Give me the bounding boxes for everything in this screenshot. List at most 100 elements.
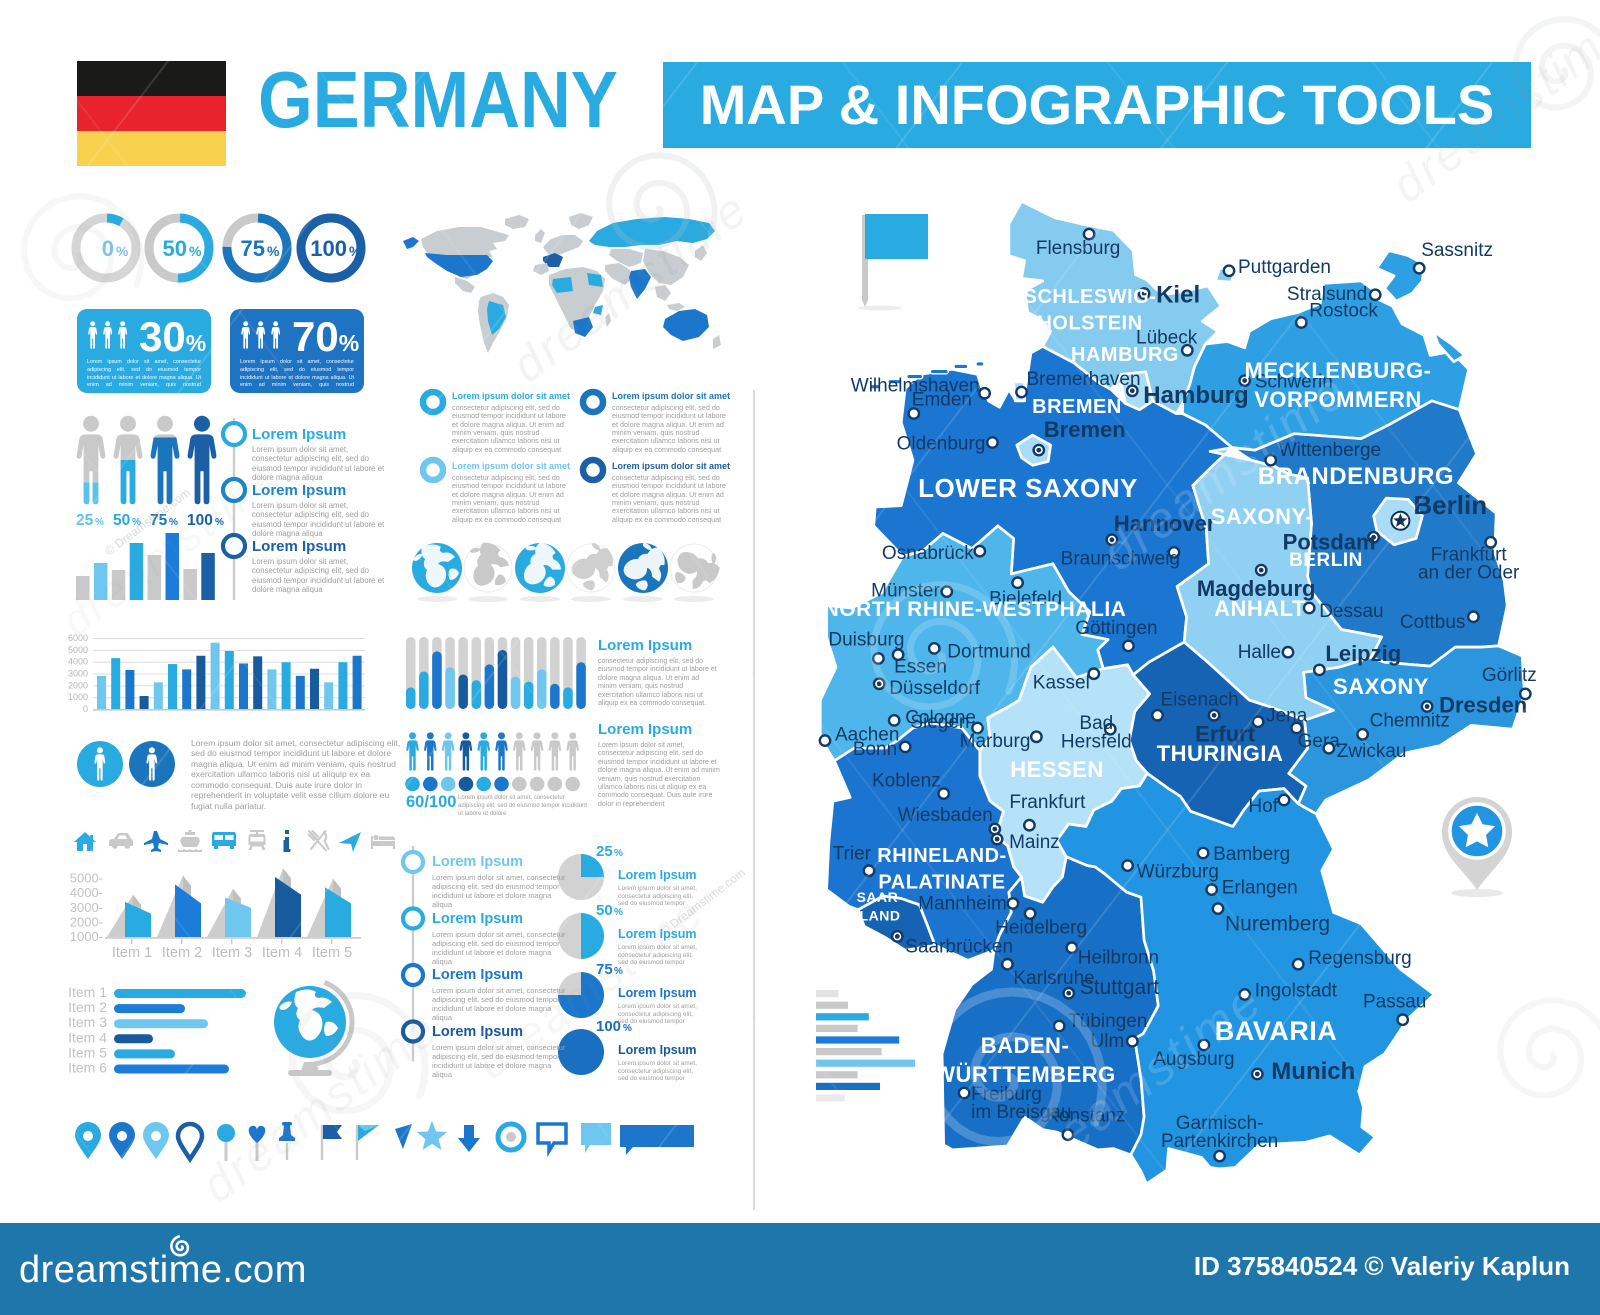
pie-100: 100% xyxy=(558,1018,632,1075)
state-MV[interactable] xyxy=(1181,279,1471,452)
city-munich[interactable]: Munich xyxy=(1250,1058,1355,1085)
city-mainz[interactable]: Mainz xyxy=(990,832,1060,853)
city-leipzig[interactable]: Leipzig xyxy=(1313,641,1401,677)
city-halle[interactable]: Halle xyxy=(1238,642,1295,663)
city-potsdam[interactable]: Potsdam xyxy=(1283,529,1381,554)
pie-value: 25 xyxy=(596,843,613,860)
city-trier[interactable]: Trier xyxy=(833,844,876,878)
svg-text:5000-: 5000- xyxy=(70,871,103,886)
state-label: HESSEN xyxy=(1010,757,1103,782)
city-regensburg[interactable]: Regensburg xyxy=(1291,948,1412,971)
city-passau[interactable]: Passau xyxy=(1363,992,1426,1027)
city-g-ttingen[interactable]: Göttingen xyxy=(1075,618,1158,653)
city-ingolstadt[interactable]: Ingolstadt xyxy=(1238,981,1338,1002)
city-garmisch-partenkirchen[interactable]: Garmisch-Partenkirchen xyxy=(1161,1113,1278,1163)
city-zwickau[interactable]: Zwickau xyxy=(1322,741,1407,762)
city-stuttgart[interactable]: Stuttgart xyxy=(1062,976,1160,1000)
city-wittenberge[interactable]: Wittenberge xyxy=(1264,440,1382,467)
city-d-sseldorf[interactable]: Düsseldorf xyxy=(872,677,981,699)
city-hannover[interactable]: Hannover xyxy=(1105,511,1216,547)
state-SN[interactable] xyxy=(1287,644,1526,816)
map-pin-icon xyxy=(143,1122,169,1159)
city-duisburg[interactable]: Duisburg xyxy=(828,630,904,665)
city-bremen[interactable]: Bremen xyxy=(1032,417,1126,457)
svg-text:Dessau: Dessau xyxy=(1319,601,1383,622)
city-konstanz[interactable]: Konstanz xyxy=(1046,1106,1126,1142)
city-jena[interactable]: Jena xyxy=(1251,706,1308,729)
state-USE[interactable] xyxy=(1432,330,1467,364)
city-schwerin[interactable]: Schwerin xyxy=(1238,372,1333,393)
city-wilhelmshaven[interactable]: Wilhelmshaven xyxy=(851,375,991,400)
city-sassnitz[interactable]: Sassnitz xyxy=(1412,240,1493,275)
city-l-beck[interactable]: Lübeck xyxy=(1136,327,1198,357)
svg-text:Hersfeld: Hersfeld xyxy=(1061,731,1132,752)
city-cologne[interactable]: Cologne xyxy=(887,707,976,728)
map-flag-marker[interactable] xyxy=(858,214,928,311)
svg-text:Karlsruhe: Karlsruhe xyxy=(1013,968,1094,989)
city-w-rzburg[interactable]: Würzburg xyxy=(1121,859,1219,883)
state-SL[interactable] xyxy=(856,894,937,952)
star-pin-marker[interactable] xyxy=(1442,797,1512,897)
state-label: BAVARIA xyxy=(1215,1016,1338,1046)
city-heidelberg[interactable]: Heidelberg xyxy=(995,907,1087,939)
city-essen[interactable]: Essen xyxy=(891,648,947,678)
city-stralsund[interactable]: Stralsund xyxy=(1287,284,1382,305)
bar xyxy=(93,563,108,600)
city-saarbr-cken[interactable]: Saarbrücken xyxy=(890,930,1013,957)
svg-text:Lübeck: Lübeck xyxy=(1136,327,1198,348)
city-emden[interactable]: Emden xyxy=(907,390,972,420)
city-braunschweig[interactable]: Braunschweig xyxy=(1061,546,1181,569)
city-bamberg[interactable]: Bamberg xyxy=(1196,844,1290,865)
city-erfurt[interactable]: Erfurt xyxy=(1195,708,1256,746)
city-kiel[interactable]: Kiel xyxy=(1137,282,1200,309)
city-koblenz[interactable]: Koblenz xyxy=(872,771,951,800)
city-osnabr-ck[interactable]: Osnabrück xyxy=(882,543,987,564)
city-erlangen[interactable]: Erlangen xyxy=(1205,878,1298,899)
svg-text:Osnabrück: Osnabrück xyxy=(882,543,974,564)
city-frankfurt[interactable]: Frankfurt xyxy=(1009,792,1086,832)
city-dessau[interactable]: Dessau xyxy=(1302,601,1384,622)
pill-fill xyxy=(497,649,508,709)
city-g-rlitz[interactable]: Görlitz xyxy=(1482,665,1537,701)
desk-globe-icon xyxy=(274,980,355,1076)
state-RUG[interactable] xyxy=(1375,249,1426,303)
percent-sign: % xyxy=(116,243,129,259)
city-berlin[interactable]: Berlin xyxy=(1390,490,1487,531)
city-aachen[interactable]: Aachen xyxy=(818,725,900,747)
city-kassel[interactable]: Kassel xyxy=(1033,667,1101,694)
city-heilbronn[interactable]: Heilbronn xyxy=(1065,941,1160,969)
city-t-bingen[interactable]: Tübingen xyxy=(1052,1011,1147,1033)
city-ulm[interactable]: Ulm xyxy=(1091,1031,1139,1052)
svg-text:Item 5: Item 5 xyxy=(68,1044,107,1060)
city-dortmund[interactable]: Dortmund xyxy=(927,641,1031,662)
state-BY[interactable] xyxy=(1055,772,1436,1186)
city-mannheim[interactable]: Mannheim xyxy=(918,894,1020,915)
state-label: BREMEN xyxy=(1032,396,1122,418)
city-rostock[interactable]: Rostock xyxy=(1294,301,1378,329)
city-dresden[interactable]: Dresden xyxy=(1420,693,1527,718)
city-hof[interactable]: Hof xyxy=(1248,793,1291,817)
city-siegen[interactable]: Siegen xyxy=(910,712,984,735)
city-cottbus[interactable]: Cottbus xyxy=(1400,610,1480,633)
city-chemnitz[interactable]: Chemnitz xyxy=(1356,710,1450,741)
city-bremerhaven[interactable]: Bremerhaven xyxy=(1015,369,1141,399)
city-magdeburg[interactable]: Magdeburg xyxy=(1197,563,1316,601)
city-augsburg[interactable]: Augsburg xyxy=(1153,1038,1235,1070)
city-wiesbaden[interactable]: Wiesbaden xyxy=(898,805,1002,836)
city-m-nster[interactable]: Münster xyxy=(871,581,954,602)
city-puttgarden[interactable]: Puttgarden xyxy=(1222,257,1331,278)
city-oldenburg[interactable]: Oldenburg xyxy=(897,434,999,455)
flag-stripe-gold xyxy=(77,131,226,166)
city-hamburg[interactable]: Hamburg xyxy=(1125,382,1249,409)
city-bielefeld[interactable]: Bielefeld xyxy=(989,576,1062,610)
city-karlsruhe[interactable]: Karlsruhe xyxy=(1001,957,1095,989)
city-marburg[interactable]: Marburg xyxy=(960,730,1043,752)
city-nuremberg[interactable]: Nuremberg xyxy=(1211,902,1330,936)
city-eisenach[interactable]: Eisenach xyxy=(1151,689,1239,722)
city-flensburg[interactable]: Flensburg xyxy=(1036,227,1121,259)
dot xyxy=(547,776,563,792)
city-bonn[interactable]: Bonn xyxy=(853,739,912,760)
